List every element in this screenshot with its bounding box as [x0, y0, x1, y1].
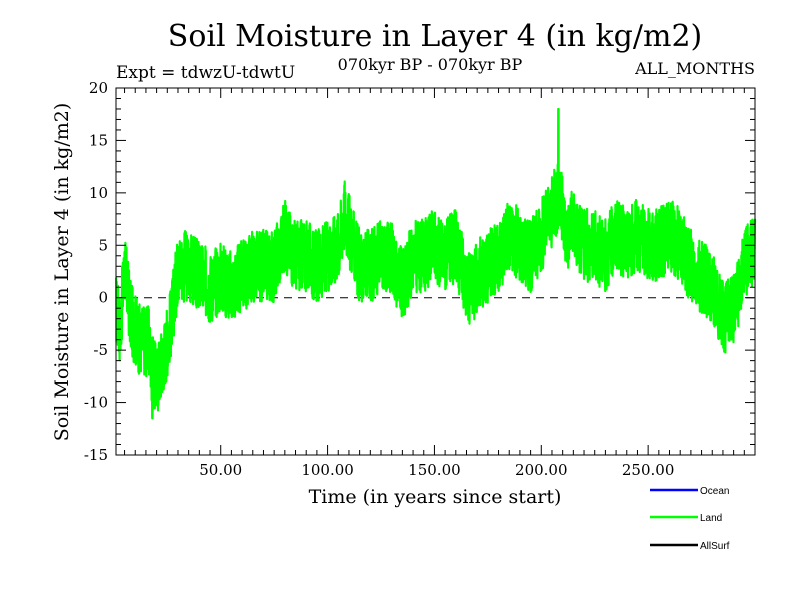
x-tick-label: 250.00 [622, 461, 675, 479]
series-line-land [114, 107, 757, 420]
y-tick-label: -10 [84, 394, 108, 412]
months-label: ALL_MONTHS [634, 59, 755, 78]
plot-frame [115, 87, 756, 456]
legend-land-label: Land [700, 513, 722, 524]
x-tick-label: 100.00 [301, 461, 354, 479]
y-tick-label: 10 [89, 184, 108, 202]
y-tick-label: 15 [89, 131, 108, 149]
legend-allsurf-label: AllSurf [700, 541, 730, 552]
period-label: 070kyr BP - 070kyr BP [338, 55, 523, 74]
x-tick-label: 150.00 [408, 461, 461, 479]
y-tick-label: 0 [98, 289, 108, 307]
legend: Ocean Land AllSurf [650, 486, 730, 552]
y-tick-label: -5 [93, 341, 108, 359]
legend-ocean-label: Ocean [700, 486, 729, 497]
axis-ticks: -15 -10 -5 0 5 10 15 20 50.00 100.00 150.00 200.00 2… [84, 79, 755, 479]
y-tick-label: 5 [98, 236, 108, 254]
experiment-label: Expt = tdwzU-tdwtU [116, 63, 295, 83]
y-tick-label: 20 [89, 79, 108, 97]
x-tick-label: 200.00 [515, 461, 568, 479]
y-tick-label: -15 [84, 446, 108, 464]
x-tick-label: 50.00 [199, 461, 242, 479]
plot-area [114, 87, 757, 456]
x-axis-label: Time (in years since start) [309, 486, 562, 508]
y-axis-label: Soil Moisture in Layer 4 (in kg/m2) [51, 103, 73, 442]
chart-title: Soil Moisture in Layer 4 (in kg/m2) [168, 19, 702, 54]
